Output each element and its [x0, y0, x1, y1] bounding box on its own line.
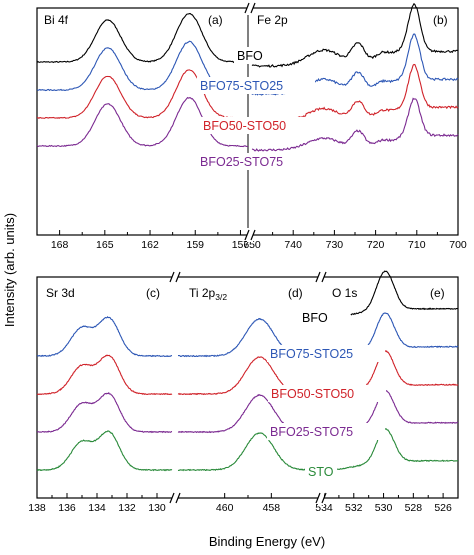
- series-label-top-bfo50-sto50: BFO50-STO50: [203, 119, 286, 133]
- x-tick-label-bi-4f-156: 156: [232, 239, 250, 251]
- x-tick-label-fe-2p-740: 740: [284, 239, 302, 251]
- axis-break-gap: [247, 1, 253, 15]
- series-line-bi-4f-bfo25-sto75: [36, 96, 248, 148]
- series-label-bottom-bfo: BFO: [302, 311, 328, 325]
- series-label-bottom-bfo75-sto25: BFO75-STO25: [270, 347, 353, 361]
- axis-break-mark: [244, 229, 250, 241]
- series-label-bg: [200, 117, 318, 134]
- x-tick-label-o-1s-534: 534: [315, 502, 333, 514]
- panel-tag-d: (d): [288, 286, 303, 300]
- axis-break-mark: [315, 492, 321, 504]
- bottom-frame: [36, 276, 459, 499]
- series-line-fe-2p-bfo: [251, 2, 459, 68]
- axis-break-mark: [244, 2, 250, 14]
- series-label-top-bfo25-sto75: BFO25-STO75: [200, 155, 283, 169]
- x-tick-label-o-1s-530: 530: [375, 502, 393, 514]
- series-label-bg: [234, 47, 266, 64]
- series-label-top-bfo75-sto25: BFO75-STO25: [200, 79, 283, 93]
- axis-break-gap: [172, 270, 178, 284]
- axis-break-gap: [172, 491, 178, 505]
- x-tick-label-ti-2p-458: 458: [263, 502, 281, 514]
- axis-break-mark: [321, 271, 327, 283]
- axis-break-gap: [318, 491, 324, 505]
- series-label-bg: [267, 345, 385, 362]
- panel-title-ti-2p: Ti 2p3/2: [189, 286, 227, 302]
- series-line-sr-3d-bfo25-sto75: [36, 391, 173, 434]
- x-tick-label-sr-3d-138: 138: [28, 502, 46, 514]
- panel-tag-c: (c): [146, 286, 160, 300]
- axis-break-mark: [175, 492, 181, 504]
- series-label-bg: [197, 77, 315, 94]
- x-tick-label-sr-3d-134: 134: [88, 502, 106, 514]
- x-axis-label: Binding Energy (eV): [209, 534, 325, 549]
- series-label-bg: [299, 309, 331, 326]
- panel-c: 138 136 134 132 130 Sr 3d (c): [28, 286, 173, 514]
- series-label-bg: [305, 463, 337, 480]
- x-tick-label-sr-3d-130: 130: [148, 502, 166, 514]
- panel-tag-e: (e): [430, 286, 445, 300]
- panel-title-fe-2p: Fe 2p: [257, 13, 288, 27]
- panel-e: 534 532 530 528 526 O 1s (e) BFO BFO75-STO25 BFO5…: [267, 270, 459, 514]
- series-line-ti-2p-sto: [177, 432, 319, 472]
- series-label-bg: [197, 153, 315, 170]
- axis-break-mark: [175, 271, 181, 283]
- series-label-bottom-bfo50-sto50: BFO50-STO50: [271, 387, 354, 401]
- x-tick-label-fe-2p-700: 700: [449, 239, 467, 251]
- y-axis-label: Intensity (arb. units): [2, 213, 17, 327]
- x-tick-label-sr-3d-136: 136: [58, 502, 76, 514]
- x-tick-label-bi-4f-159: 159: [186, 239, 204, 251]
- x-tick-label-bi-4f-168: 168: [51, 239, 69, 251]
- x-tick-label-o-1s-528: 528: [405, 502, 423, 514]
- axis-break-mark: [250, 2, 256, 14]
- x-tick-label-bi-4f-165: 165: [96, 239, 114, 251]
- series-label-top-bfo: BFO: [237, 49, 263, 63]
- x-tick-label-fe-2p-720: 720: [367, 239, 385, 251]
- panel-tag-a: (a): [208, 13, 223, 27]
- series-line-sr-3d-sto: [36, 430, 173, 472]
- series-line-sr-3d-bfo50-sto50: [36, 354, 173, 396]
- panel-title-subscript: 3/2: [215, 292, 227, 302]
- panel-title-bi-4f: Bi 4f: [44, 13, 69, 27]
- x-tick-label-ti-2p-460: 460: [216, 502, 234, 514]
- x-tick-label-sr-3d-132: 132: [118, 502, 136, 514]
- series-label-bg: [268, 385, 386, 402]
- axis-breaks: [169, 1, 327, 505]
- x-tick-label-o-1s-532: 532: [345, 502, 363, 514]
- axis-break-gap: [318, 270, 324, 284]
- panel-tag-b: (b): [433, 13, 448, 27]
- x-tick-label-fe-2p-710: 710: [408, 239, 426, 251]
- series-line-bi-4f-bfo: [36, 13, 249, 64]
- axis-break-mark: [169, 492, 175, 504]
- axis-break-mark: [250, 229, 256, 241]
- panel-title-o-1s: O 1s: [332, 286, 357, 300]
- series-line-o-1s-sto: [323, 427, 459, 471]
- series-line-bi-4f-bfo50-sto50: [37, 69, 249, 120]
- panel-title-sr-3d: Sr 3d: [46, 286, 75, 300]
- bottom-frame-border: [36, 276, 459, 499]
- x-tick-label-o-1s-526: 526: [434, 502, 452, 514]
- series-label-bottom-bfo25-sto75: BFO25-STO75: [270, 425, 353, 439]
- series-label-bg: [267, 423, 385, 440]
- axis-break-gap: [247, 228, 253, 242]
- axis-break-mark: [321, 492, 327, 504]
- axis-break-mark: [315, 271, 321, 283]
- series-label-bottom-sto: STO: [308, 465, 334, 479]
- series-line-fe-2p-bfo25-sto75: [251, 97, 459, 152]
- x-tick-label-fe-2p-730: 730: [326, 239, 344, 251]
- series-line-o-1s-bfo: [350, 270, 458, 316]
- x-tick-label-bi-4f-162: 162: [141, 239, 159, 251]
- series-line-sr-3d-bfo75-sto25: [36, 316, 173, 358]
- axis-break-mark: [169, 271, 175, 283]
